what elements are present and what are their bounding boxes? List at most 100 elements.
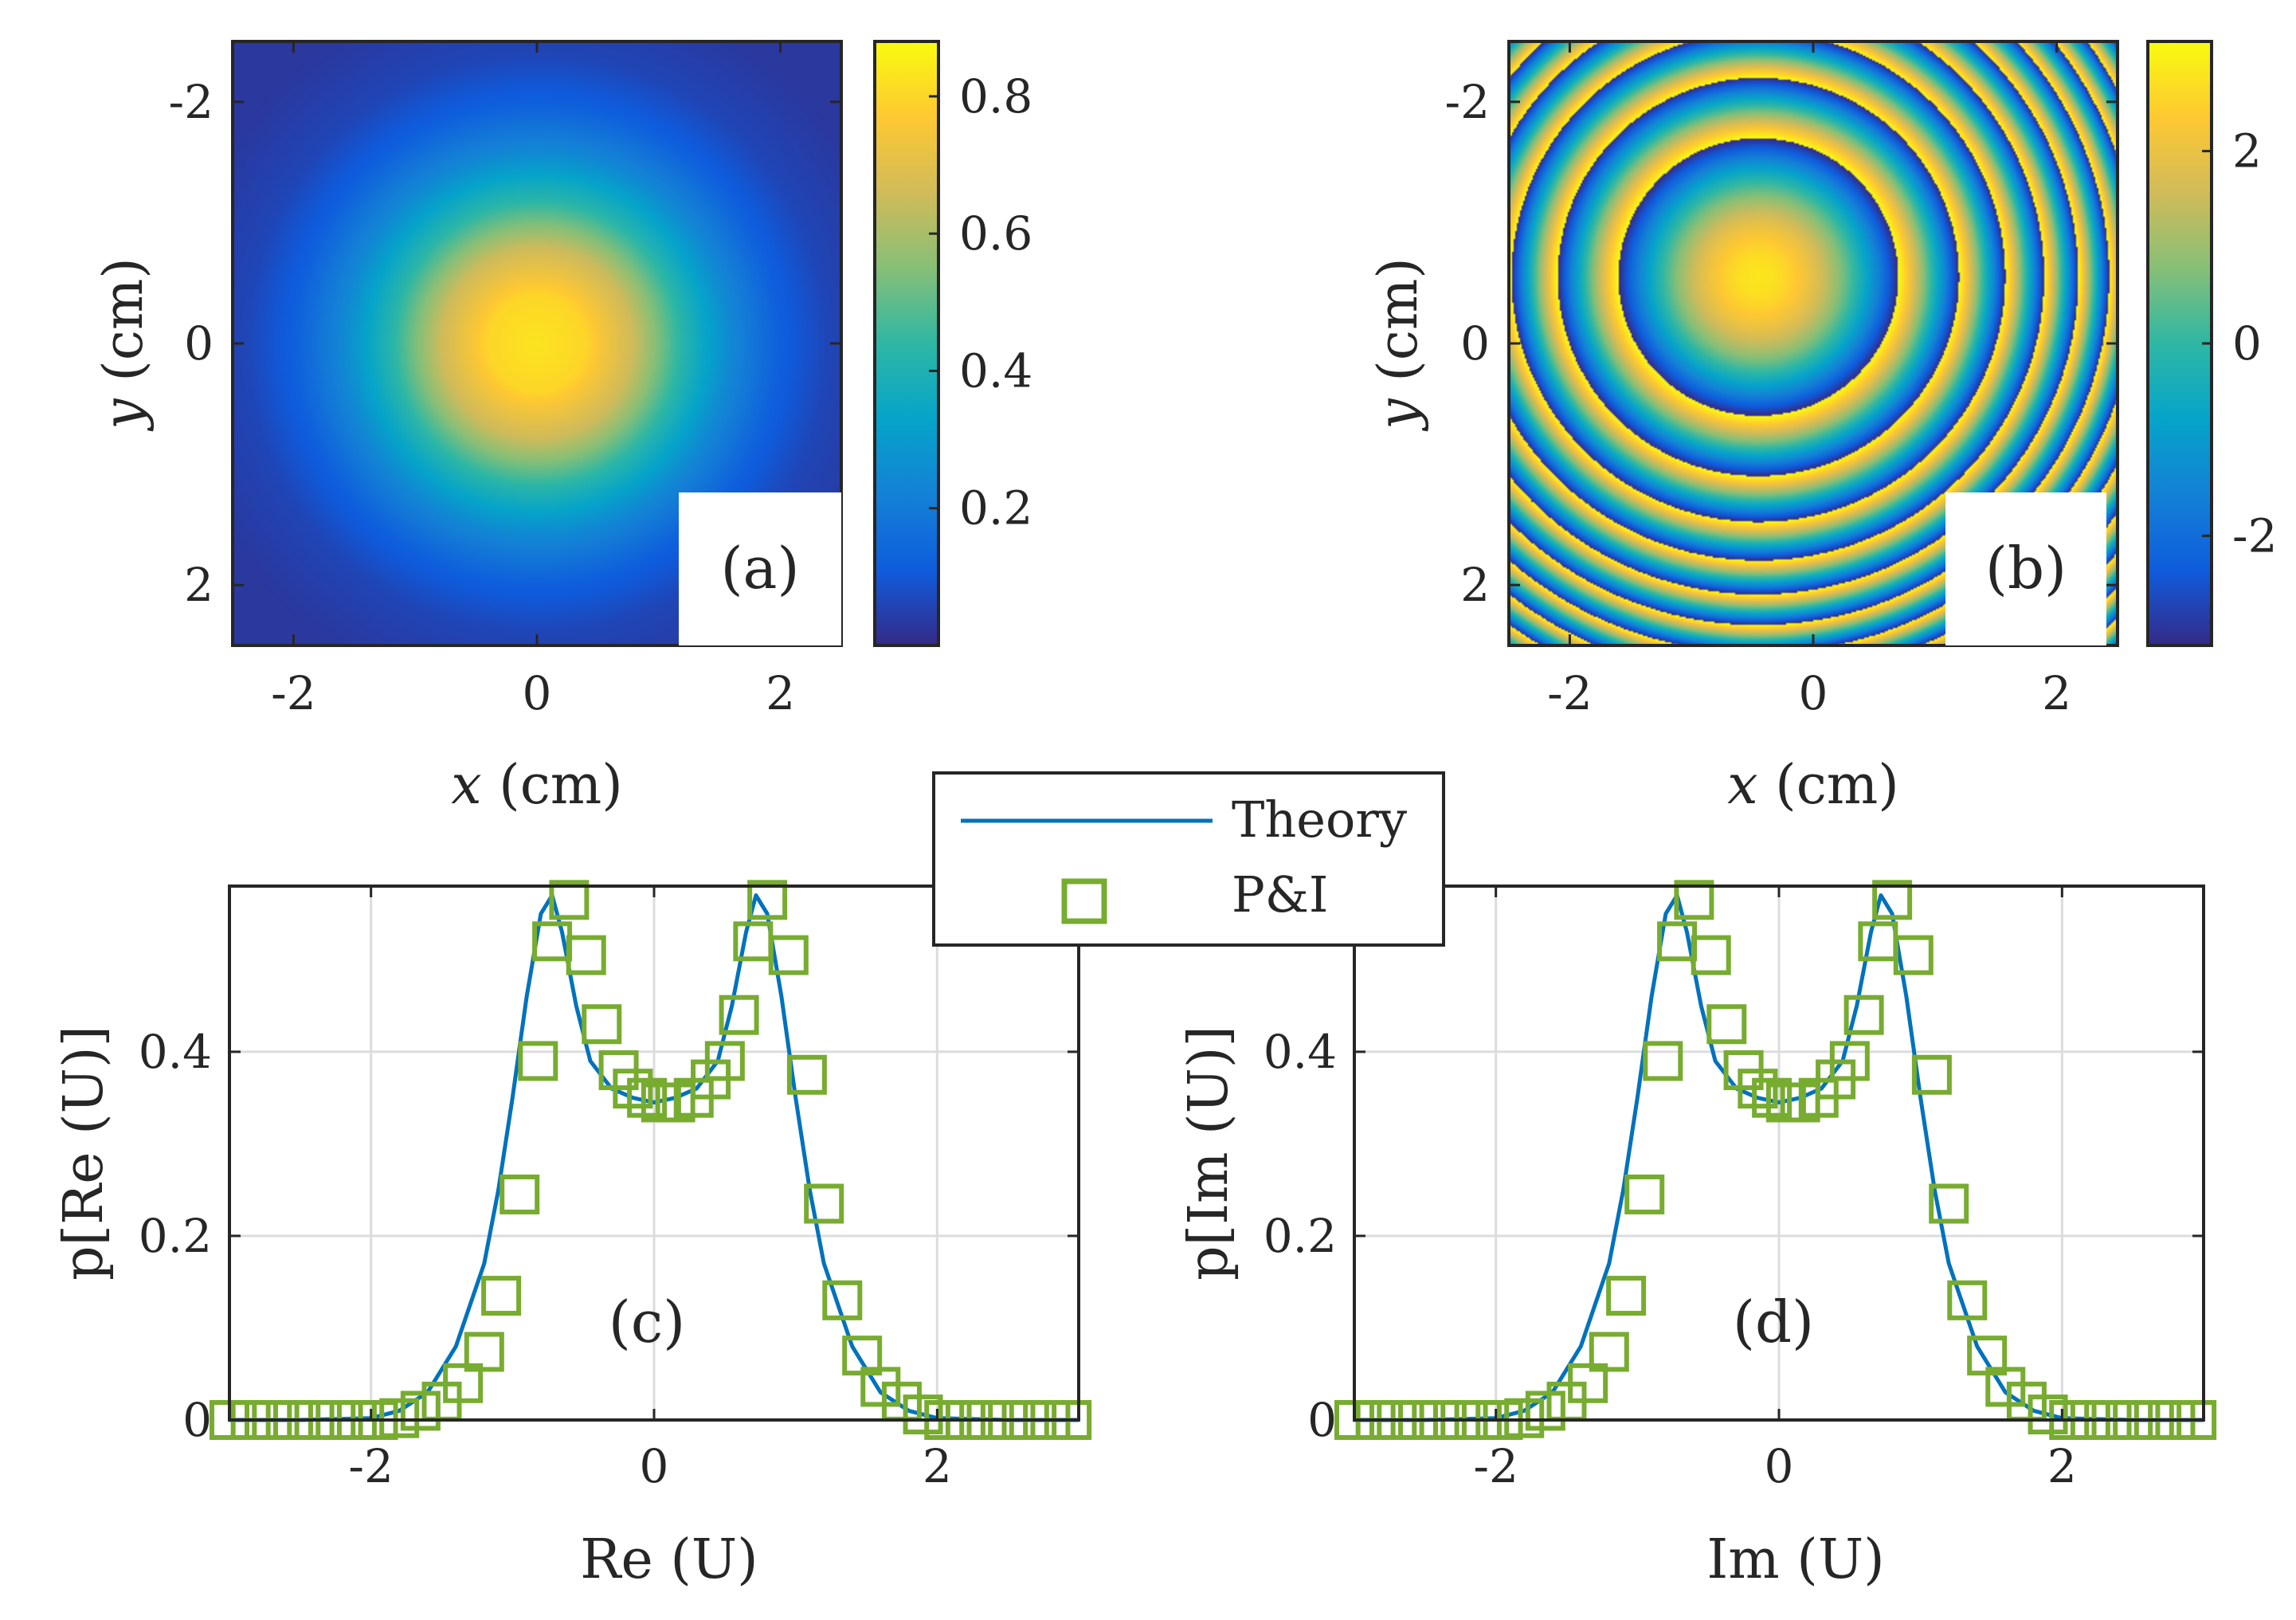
- axes-c-ytick-label: 0: [182, 1393, 212, 1447]
- series-pi-marker: [2028, 1394, 2068, 1435]
- legend-pi-label: P&I: [1232, 865, 1328, 924]
- axes-b-xtick-label: 0: [1799, 666, 1828, 720]
- series-pi-marker: [627, 1077, 668, 1118]
- series-pi-marker: [860, 1367, 901, 1407]
- series-pi-marker: [1589, 1332, 1629, 1372]
- colorbar-b: [2148, 41, 2212, 645]
- series-theory-line: [229, 893, 1079, 1422]
- colorbar-a-tick-label: 0.8: [959, 69, 1032, 124]
- series-pi-marker: [1691, 935, 1731, 975]
- legend-theory-label: Theory: [1232, 790, 1407, 849]
- series-pi-marker: [903, 1394, 943, 1435]
- series-pi-marker: [768, 935, 809, 975]
- series-pi-marker: [1643, 1041, 1683, 1081]
- series-pi-marker: [747, 880, 788, 920]
- axes-a-ylabel: y (cm): [92, 257, 155, 432]
- axes-d-ytick-label: 0.4: [1264, 1025, 1337, 1079]
- colorbar-a-ticks: 0.2 0.4 0.6 0.8: [929, 69, 1032, 535]
- axes-c-ylabel: p[Re (U)]: [53, 1026, 116, 1281]
- series-pi-marker: [1947, 1280, 1988, 1320]
- axes-b-ytick-label: 0: [1460, 316, 1490, 371]
- series-pi-marker: [704, 1041, 745, 1081]
- series-pi-marker: [464, 1332, 504, 1372]
- axes-b-ticks: -2 0 2 -2 0 2: [1445, 41, 2118, 720]
- colorbar-b-tick-label: 2: [2232, 124, 2262, 178]
- panel-d-tag: (d): [1733, 1289, 1814, 1355]
- panel-b: -2 0 2 -2 0 2 (b) x (cm) y (cm) -2 0 2: [1367, 40, 2278, 817]
- axes-d-ylabel: p[Im (U)]: [1177, 1026, 1240, 1281]
- panel-d: -2 0 2 0 0.2 0.4 (d) Im (U) p[Im (U)]: [1177, 880, 2217, 1591]
- panel-c: -2 0 2 0 0.2 0.4 (c) Re (U) p[Re (U)]: [53, 880, 1092, 1591]
- series-pi-marker: [1706, 1004, 1747, 1045]
- series-pi-marker: [400, 1391, 441, 1431]
- series-pi-marker: [443, 1363, 484, 1403]
- series-pi-marker: [566, 935, 606, 975]
- series-pi-marker: [1674, 880, 1714, 920]
- legend-pi-marker: [1061, 878, 1107, 924]
- axes-b-xtick-label: 2: [2042, 666, 2071, 720]
- series-theory-line: [1354, 893, 2204, 1422]
- panel-a-tag: (a): [720, 535, 799, 602]
- series-pi-marker: [1738, 1069, 1778, 1109]
- series-pi-marker: [1624, 1174, 1665, 1214]
- axes-a-ytick-label: 0: [184, 316, 214, 371]
- series-pi-marker: [1893, 935, 1934, 975]
- series-pi-marker: [1504, 1398, 1545, 1438]
- axes-c-ticks: -2 0 2 0 0.2 0.4: [139, 886, 1079, 1493]
- series-pi-marker: [481, 1276, 522, 1316]
- colorbar-a-frame: [873, 40, 940, 647]
- axes-d-series: [1334, 880, 2217, 1440]
- panel-b-tag: (b): [1985, 535, 2067, 602]
- axes-a-ytick-label: 2: [184, 558, 214, 612]
- series-pi-marker: [613, 1069, 653, 1109]
- series-pi-marker: [1985, 1367, 2026, 1407]
- series-pi-marker: [1606, 1276, 1647, 1316]
- series-pi-marker: [804, 1183, 844, 1224]
- axes-c-xtick-label: 2: [923, 1439, 952, 1493]
- colorbar-b-tick-label: -2: [2232, 508, 2278, 563]
- axes-a-ytick-label: -2: [169, 75, 214, 129]
- colorbar-b-ticks: -2 0 2: [2202, 124, 2278, 563]
- axes-b-ytick-label: 2: [1460, 558, 1490, 612]
- axes-b-xlabel: x (cm): [1727, 754, 1899, 817]
- series-pi-marker: [549, 880, 590, 920]
- colorbar-a-tick-label: 0.2: [959, 481, 1032, 535]
- axes-d-xtick-label: 0: [1765, 1439, 1794, 1493]
- series-pi-marker: [1872, 880, 1913, 920]
- colorbar-a-tick-label: 0.6: [959, 206, 1032, 261]
- panel-c-tag: (c): [609, 1289, 686, 1355]
- series-pi-marker: [1911, 1054, 1952, 1095]
- axes-d-xtick-label: 2: [2047, 1439, 2077, 1493]
- panel-a: -2 0 2 -2 0 2 (a) x (cm) y (cm) 0.2 0.4 0.6 0.8: [92, 40, 1032, 817]
- colorbar-a: [875, 41, 938, 645]
- axes-c-ytick-label: 0.4: [139, 1025, 212, 1079]
- axes-b-ytick-label: -2: [1445, 75, 1491, 129]
- axes-b-ylabel: y (cm): [1367, 257, 1430, 432]
- series-pi-marker: [582, 1004, 622, 1045]
- axes-a-xtick-label: 2: [766, 666, 795, 720]
- axes-c-xtick-label: 0: [640, 1439, 669, 1493]
- axes-a-ticks: -2 0 2 -2 0 2: [169, 41, 841, 720]
- series-pi-marker: [518, 1041, 558, 1081]
- panel-a-tag-box: [679, 492, 841, 645]
- axes-d-ytick-label: 0.2: [1264, 1209, 1337, 1263]
- axes-c-ytick-label: 0.2: [139, 1209, 212, 1263]
- axes-d-ticks: -2 0 2 0 0.2 0.4: [1264, 886, 2204, 1493]
- axes-b-xtick-label: -2: [1547, 666, 1593, 720]
- axes-d-xlabel: Im (U): [1706, 1528, 1884, 1591]
- series-pi-marker: [1525, 1391, 1565, 1431]
- panel-b-tag-box: [1945, 492, 2106, 645]
- series-pi-marker: [1752, 1077, 1793, 1118]
- legend-box: [932, 771, 1445, 947]
- series-pi-marker: [1929, 1183, 1969, 1224]
- series-pi-marker: [822, 1280, 863, 1320]
- axes-d-ytick-label: 0: [1307, 1393, 1337, 1447]
- series-pi-marker: [500, 1174, 540, 1214]
- colorbar-a-tick-label: 0.4: [959, 343, 1032, 398]
- series-pi-marker: [1843, 994, 1884, 1035]
- series-pi-marker: [786, 1054, 827, 1095]
- axes-d-xtick-label: -2: [1473, 1439, 1518, 1493]
- axes-a-xtick-label: -2: [271, 666, 316, 720]
- series-pi-marker: [1829, 1041, 1870, 1081]
